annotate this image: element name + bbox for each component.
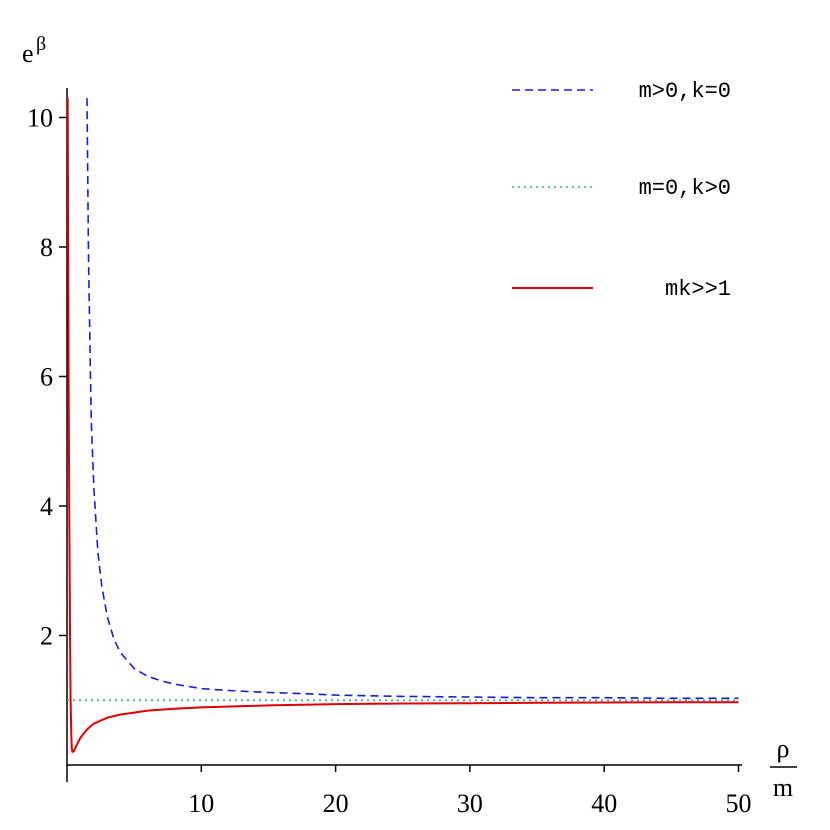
series-line-1 bbox=[86, 98, 739, 700]
legend: m>0,k=0 m=0,k>0 mk>>1 bbox=[512, 79, 731, 302]
y-axis-label-sup: β bbox=[36, 33, 46, 55]
x-tick-label: 50 bbox=[726, 789, 752, 818]
x-tick-label: 20 bbox=[323, 789, 349, 818]
series-line-3 bbox=[66, 98, 739, 753]
y-tick-label: 6 bbox=[40, 363, 53, 392]
x-axis-label-num: ρ bbox=[777, 734, 790, 763]
y-tick-label: 8 bbox=[40, 233, 53, 262]
legend-label-3: mk>>1 bbox=[665, 277, 731, 302]
x-tick-label: 10 bbox=[188, 789, 214, 818]
y-tick-label: 2 bbox=[40, 622, 53, 651]
x-tick-label: 40 bbox=[591, 789, 617, 818]
x-tick-label: 30 bbox=[457, 789, 483, 818]
legend-label-1: m>0,k=0 bbox=[639, 79, 731, 104]
legend-label-2: m=0,k>0 bbox=[639, 176, 731, 201]
y-tick-label: 4 bbox=[40, 492, 53, 521]
y-axis-label-base: e bbox=[22, 39, 34, 68]
axes bbox=[66, 88, 742, 782]
series-layer bbox=[66, 98, 739, 753]
y-axis-label: e β bbox=[22, 33, 46, 68]
x-axis-label: ρ m bbox=[770, 734, 797, 802]
y-tick-label: 10 bbox=[27, 104, 53, 133]
x-axis-label-den: m bbox=[773, 773, 793, 802]
ticks: 10 20 30 40 50 2 4 6 8 10 bbox=[27, 104, 752, 819]
